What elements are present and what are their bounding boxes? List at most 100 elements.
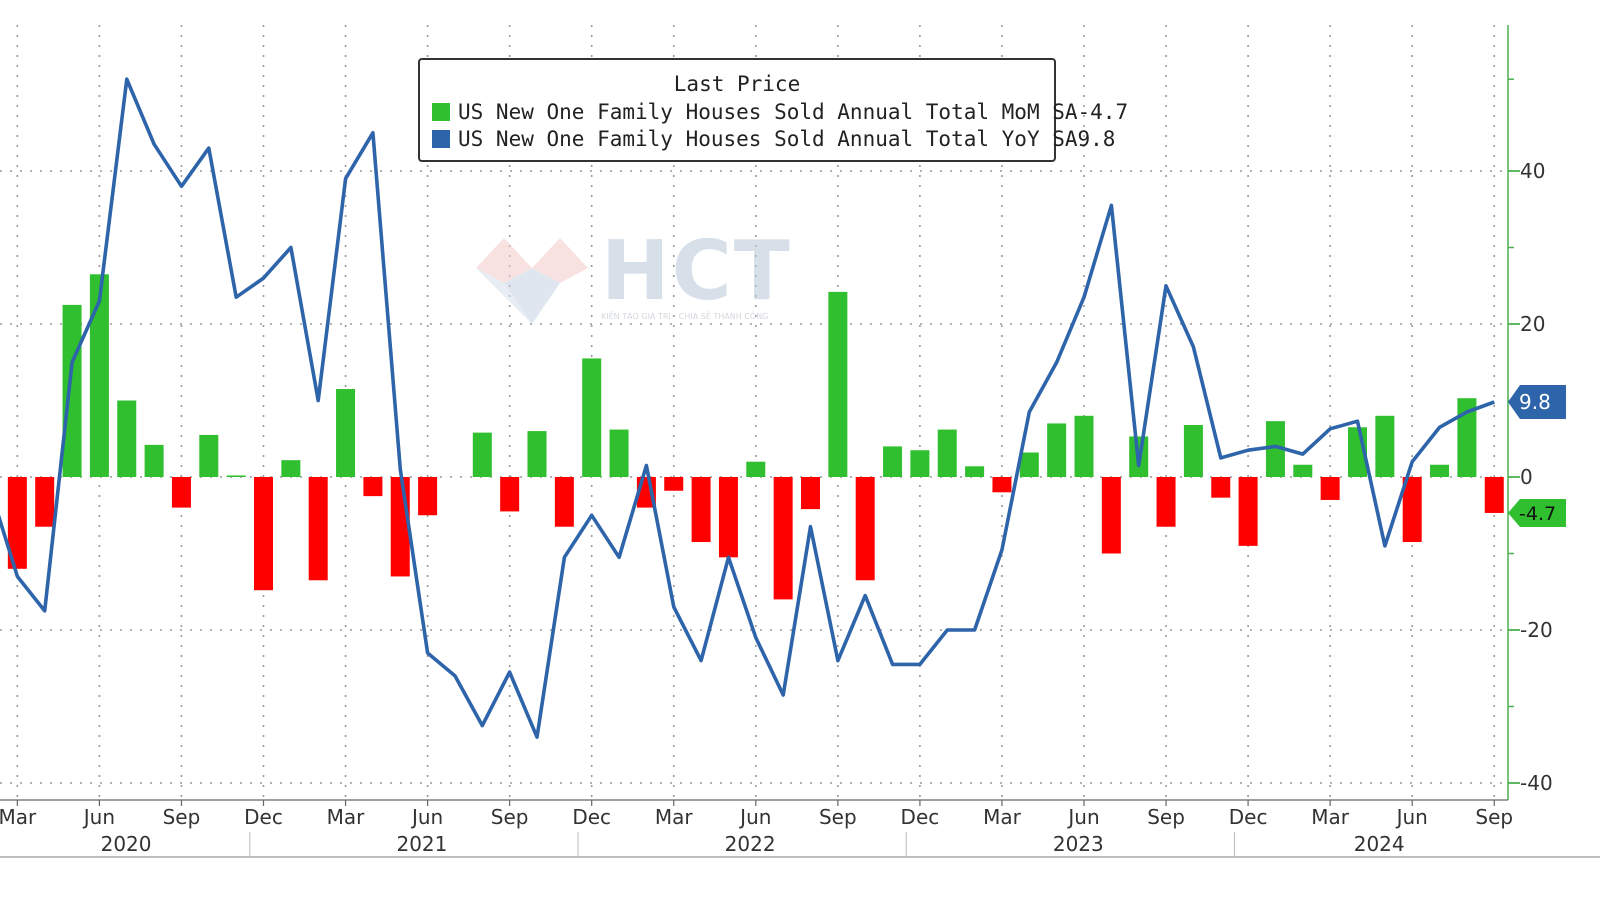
y-tick-label: -20 <box>1520 618 1553 642</box>
x-tick-label: Dec <box>244 805 283 829</box>
x-tick-label: Jun <box>738 805 771 829</box>
x-tick-label: Mar <box>1311 805 1350 829</box>
legend-item-label: US New One Family Houses Sold Annual Tot… <box>458 126 1078 151</box>
bar <box>308 477 328 581</box>
year-label: 2022 <box>725 832 776 856</box>
bar <box>472 432 492 477</box>
bar <box>1101 477 1121 554</box>
y-tick-label: 40 <box>1520 159 1545 183</box>
year-label: 2021 <box>396 832 447 856</box>
series-line-yoy <box>0 77 1495 739</box>
bar <box>801 477 820 510</box>
bar <box>1156 477 1176 527</box>
bar <box>937 429 957 477</box>
bar <box>1375 415 1395 477</box>
bar <box>664 477 684 491</box>
x-tick-label: Mar <box>983 805 1022 829</box>
x-tick-label: Jun <box>82 805 115 829</box>
bar <box>390 477 410 577</box>
x-tick-label: Sep <box>1475 805 1513 829</box>
last-value-label-bar: -4.7 <box>1519 503 1556 525</box>
bar <box>171 477 191 508</box>
legend-swatch-green <box>432 102 450 121</box>
legend-item-label: US New One Family Houses Sold Annual Tot… <box>458 99 1078 124</box>
bar <box>965 466 985 477</box>
diamond-logo-icon <box>476 238 588 324</box>
year-label: 2024 <box>1354 832 1405 856</box>
watermark-text: HCT <box>601 224 792 319</box>
bar <box>1320 477 1340 500</box>
bar <box>883 446 903 477</box>
bar <box>554 477 574 527</box>
legend-item-value: 9.8 <box>1077 126 1116 151</box>
bar <box>1019 452 1039 477</box>
bar <box>855 477 875 581</box>
x-tick-label: Jun <box>410 805 443 829</box>
last-value-label-line: 9.8 <box>1519 390 1551 414</box>
watermark-tagline: KIẾN TẠO GIÁ TRỊ - CHIA SẺ THÀNH CÔNG <box>601 312 769 321</box>
y-tick-label: 20 <box>1520 312 1545 336</box>
bar <box>527 431 547 477</box>
x-tick-label: Jun <box>1066 805 1099 829</box>
x-tick-label: Mar <box>655 805 694 829</box>
x-tick-label: Sep <box>491 805 529 829</box>
bar <box>1238 477 1258 546</box>
x-tick-label: Sep <box>819 805 857 829</box>
bar <box>1265 421 1285 477</box>
bar <box>1047 423 1067 477</box>
bar <box>254 477 273 591</box>
y-tick-label: -40 <box>1520 771 1553 795</box>
bar <box>418 477 438 516</box>
bar <box>35 477 55 527</box>
bar <box>1211 477 1231 498</box>
legend-title: Last Price <box>673 72 801 96</box>
bar <box>1074 415 1094 477</box>
last-value-tag-line <box>1508 385 1566 420</box>
bar <box>1457 398 1477 477</box>
bar <box>691 477 711 543</box>
bar <box>718 477 738 558</box>
bar <box>117 400 137 477</box>
x-tick-label: Dec <box>572 805 611 829</box>
y-tick-label: 0 <box>1520 465 1533 489</box>
bar <box>89 274 109 477</box>
bar <box>363 477 383 497</box>
legend-item-value: -4.7 <box>1077 99 1129 124</box>
bar <box>1402 477 1422 543</box>
legend-item-yoy: US New One Family Houses Sold Annual Tot… <box>420 125 1115 152</box>
bar <box>609 429 629 477</box>
bar <box>7 477 27 569</box>
x-tick-label: Sep <box>1147 805 1185 829</box>
x-tick-label: Jun <box>1395 805 1428 829</box>
x-tick-label: Mar <box>0 805 37 829</box>
x-tick-label: Sep <box>163 805 201 829</box>
last-value-tag-bar <box>1508 498 1566 527</box>
x-tick-label: Dec <box>901 805 940 829</box>
bar <box>910 450 930 477</box>
bar <box>199 434 219 477</box>
bar <box>1183 424 1203 477</box>
year-label: 2020 <box>101 832 152 856</box>
bar <box>992 477 1012 493</box>
bar <box>1484 477 1504 513</box>
bar <box>828 291 848 477</box>
bar <box>500 477 520 512</box>
bar <box>226 475 246 477</box>
bar <box>144 444 164 477</box>
bar <box>62 304 82 477</box>
bar <box>336 389 356 477</box>
x-tick-label: Dec <box>1229 805 1268 829</box>
bar <box>1293 464 1313 477</box>
legend-swatch-blue <box>432 129 450 148</box>
bar <box>281 460 301 477</box>
bar <box>582 358 602 477</box>
legend-item-mom: US New One Family Houses Sold Annual Tot… <box>420 98 1128 125</box>
bar <box>1430 464 1450 477</box>
bar <box>773 477 793 600</box>
bar <box>746 461 766 477</box>
year-label: 2023 <box>1053 832 1104 856</box>
x-tick-label: Mar <box>327 805 366 829</box>
chart-legend: Last Price US New One Family Houses Sold… <box>418 58 1128 162</box>
